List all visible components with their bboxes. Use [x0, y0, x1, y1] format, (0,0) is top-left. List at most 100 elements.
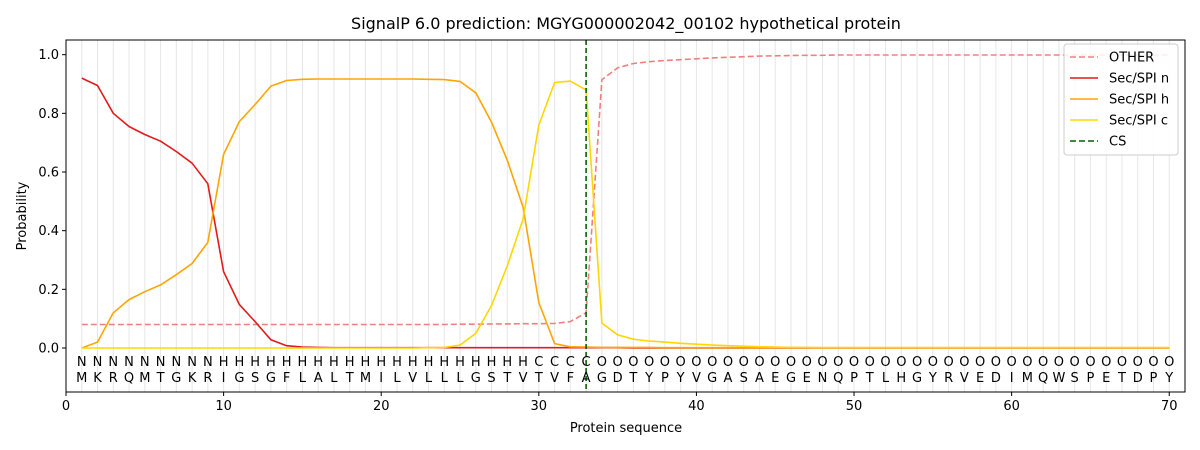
- residue-letter: T: [1117, 371, 1126, 386]
- axis-ticks: 0 10 20 30 40 50 60 70 0.0 0.2 0.4 0.6 0.8 1.0: [38, 48, 1177, 414]
- region-label: H: [408, 355, 418, 370]
- residue-letter: G: [234, 371, 244, 386]
- residue-letter: W: [1052, 371, 1065, 386]
- residue-letter: V: [960, 371, 969, 386]
- region-label: H: [487, 355, 497, 370]
- residue-letter: Q: [833, 371, 843, 386]
- residue-letter: L: [330, 371, 338, 386]
- residue-letter: S: [1071, 371, 1079, 386]
- region-label: O: [786, 355, 796, 370]
- residue-letter: A: [314, 371, 323, 386]
- region-label: O: [1007, 355, 1017, 370]
- region-label: H: [518, 355, 528, 370]
- region-label: N: [203, 355, 213, 370]
- region-label: H: [376, 355, 386, 370]
- region-label: C: [582, 355, 591, 370]
- residue-letter: L: [882, 371, 890, 386]
- residue-letter: T: [865, 371, 874, 386]
- region-label: H: [455, 355, 465, 370]
- region-label: H: [345, 355, 355, 370]
- residue-letter: Y: [1164, 371, 1173, 386]
- region-label: N: [124, 355, 134, 370]
- residue-letter: G: [912, 371, 922, 386]
- region-label: C: [534, 355, 543, 370]
- residue-letter: Y: [644, 371, 653, 386]
- y-tick-label: 1.0: [38, 48, 59, 63]
- residue-letter: P: [661, 371, 669, 386]
- region-label: N: [108, 355, 118, 370]
- residue-letter: V: [519, 371, 528, 386]
- residue-letter: R: [203, 371, 212, 386]
- y-tick-label: 0.2: [38, 283, 59, 298]
- x-tick-label: 60: [1003, 399, 1020, 414]
- region-label: O: [1070, 355, 1080, 370]
- region-label: N: [140, 355, 150, 370]
- residue-letter: V: [408, 371, 417, 386]
- residue-letter: S: [487, 371, 495, 386]
- residue-letter: Q: [124, 371, 134, 386]
- residue-letter: L: [425, 371, 433, 386]
- region-label: O: [723, 355, 733, 370]
- legend-entry-label: OTHER: [1109, 51, 1154, 66]
- region-label: O: [754, 355, 764, 370]
- residue-letter: E: [976, 371, 984, 386]
- series-line-sec-spi-h: [81, 78, 1170, 349]
- region-label: H: [439, 355, 449, 370]
- residue-letter: M: [360, 371, 371, 386]
- x-tick-label: 50: [846, 399, 863, 414]
- y-axis-label: Probability: [15, 181, 30, 250]
- region-label: H: [424, 355, 434, 370]
- x-tick-label: 30: [531, 399, 548, 414]
- region-label: O: [991, 355, 1001, 370]
- region-label: H: [313, 355, 323, 370]
- residue-letter: Y: [676, 371, 685, 386]
- series-line-sec-spi-c: [81, 80, 1170, 349]
- region-label: N: [187, 355, 197, 370]
- region-label: O: [739, 355, 749, 370]
- residue-letter: F: [283, 371, 290, 386]
- region-label: O: [943, 355, 953, 370]
- residue-letter: D: [991, 371, 1001, 386]
- region-label: N: [93, 355, 103, 370]
- region-label: O: [1164, 355, 1174, 370]
- chart-title: SignalP 6.0 prediction: MGYG000002042_00…: [351, 14, 901, 34]
- region-label: O: [833, 355, 843, 370]
- residue-letter: T: [156, 371, 165, 386]
- region-label: O: [613, 355, 623, 370]
- region-label: O: [1133, 355, 1143, 370]
- region-label: O: [1117, 355, 1127, 370]
- region-label: H: [266, 355, 276, 370]
- region-label: O: [707, 355, 717, 370]
- series-line-sec-spi-n: [81, 77, 1170, 349]
- residue-letter: R: [944, 371, 953, 386]
- region-label: O: [676, 355, 686, 370]
- residue-letter: F: [567, 371, 574, 386]
- region-label: O: [896, 355, 906, 370]
- region-label: O: [849, 355, 859, 370]
- region-label: O: [770, 355, 780, 370]
- residue-letter: I: [379, 371, 383, 386]
- residue-letter: V: [550, 371, 559, 386]
- residue-letter: Y: [928, 371, 937, 386]
- y-tick-label: 0.8: [38, 107, 59, 122]
- region-label: O: [975, 355, 985, 370]
- region-label: O: [1038, 355, 1048, 370]
- residue-letter: M: [76, 371, 87, 386]
- residue-letter: I: [1010, 371, 1014, 386]
- region-label: H: [234, 355, 244, 370]
- residue-letter: P: [1087, 371, 1095, 386]
- residue-letter: T: [534, 371, 543, 386]
- region-label: O: [1022, 355, 1032, 370]
- region-label: H: [361, 355, 371, 370]
- plot-frame: [65, 39, 1186, 393]
- region-label: H: [392, 355, 402, 370]
- residue-letter: M: [1022, 371, 1033, 386]
- y-tick-label: 0.6: [38, 166, 59, 181]
- residue-letter: P: [850, 371, 858, 386]
- residue-letter: T: [345, 371, 354, 386]
- x-tick-label: 40: [688, 399, 705, 414]
- region-label: O: [1101, 355, 1111, 370]
- residue-letter: N: [818, 371, 828, 386]
- residue-letter: L: [393, 371, 401, 386]
